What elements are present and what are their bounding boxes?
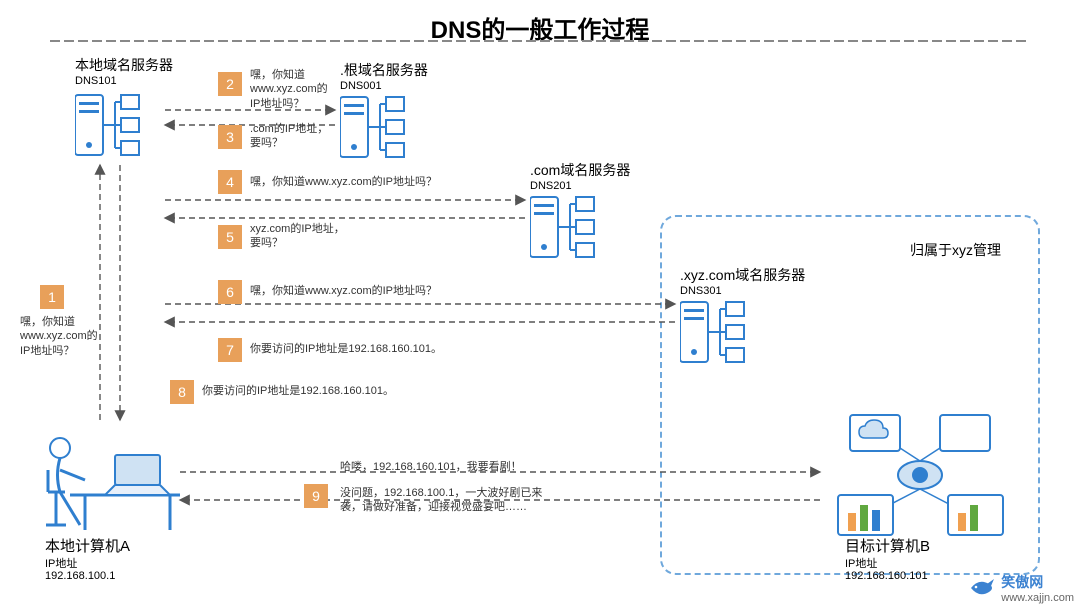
local-dns-sublabel: DNS101 <box>75 75 117 87</box>
step-8-text: 你要访问的IP地址是192.168.160.101。 <box>202 384 394 398</box>
step-5-text: xyz.com的IP地址， 要吗？ <box>250 222 345 251</box>
com-dns-server-icon <box>530 192 620 262</box>
root-dns-sublabel: DNS001 <box>340 80 382 92</box>
xyz-dns-sublabel: DNS301 <box>680 285 722 297</box>
title-underline <box>50 40 1030 42</box>
local-dns-label: 本地域名服务器 <box>75 55 173 75</box>
computer-a-title: 本地计算机A <box>45 535 130 556</box>
step-9-reply-text: 没问题，192.168.100.1，一大波好剧已来 袭，请做好准备，迎接视觉盛宴… <box>340 486 542 515</box>
com-dns-sublabel: DNS201 <box>530 180 572 192</box>
step-6-text: 嘿，你知道www.xyz.com的IP地址吗？ <box>250 284 437 298</box>
computer-b-ip-label: IP地址 <box>845 555 877 571</box>
computer-a-ip-label: IP地址 <box>45 555 77 571</box>
root-dns-label: .根域名服务器 <box>340 60 428 80</box>
step-7-text: 你要访问的IP地址是192.168.160.101。 <box>250 342 442 356</box>
step-2-box: 2 <box>218 72 242 96</box>
step-4-text: 嘿，你知道www.xyz.com的IP地址吗？ <box>250 175 437 189</box>
step-9-box: 9 <box>304 484 328 508</box>
step-6-box: 6 <box>218 280 242 304</box>
computer-b-icon <box>820 410 1020 545</box>
step-9-text: 哈喽，192.168.160.101，我要看剧！ <box>340 460 522 474</box>
watermark-name: 笑傲网 <box>1001 572 1074 592</box>
computer-b-title: 目标计算机B <box>845 535 930 556</box>
xyz-region-label: 归属于xyz管理 <box>910 240 1001 260</box>
fish-icon <box>967 576 997 600</box>
local-dns-server-icon <box>75 90 165 160</box>
step-7-box: 7 <box>218 338 242 362</box>
computer-a-ip: 192.168.100.1 <box>45 570 115 582</box>
step-1-box: 1 <box>40 285 64 309</box>
watermark: 笑傲网 www.xajjn.com <box>967 572 1074 604</box>
step-3-text: .com的IP地址， 要吗？ <box>250 122 328 151</box>
step-4-box: 4 <box>218 170 242 194</box>
watermark-url: www.xajjn.com <box>1001 592 1074 604</box>
xyz-dns-label: .xyz.com域名服务器 <box>680 265 805 285</box>
computer-b-ip: 192.168.160.101 <box>845 570 928 582</box>
root-dns-server-icon <box>340 92 430 162</box>
step-3-box: 3 <box>218 125 242 149</box>
step-5-box: 5 <box>218 225 242 249</box>
step-8-box: 8 <box>170 380 194 404</box>
com-dns-label: .com域名服务器 <box>530 160 630 180</box>
computer-a-icon <box>30 420 190 540</box>
step-2-text: 嘿，你知道 www.xyz.com的 IP地址吗？ <box>250 68 328 111</box>
xyz-dns-server-icon <box>680 297 770 367</box>
step-1-text: 嘿，你知道 www.xyz.com的 IP地址吗？ <box>20 315 98 358</box>
